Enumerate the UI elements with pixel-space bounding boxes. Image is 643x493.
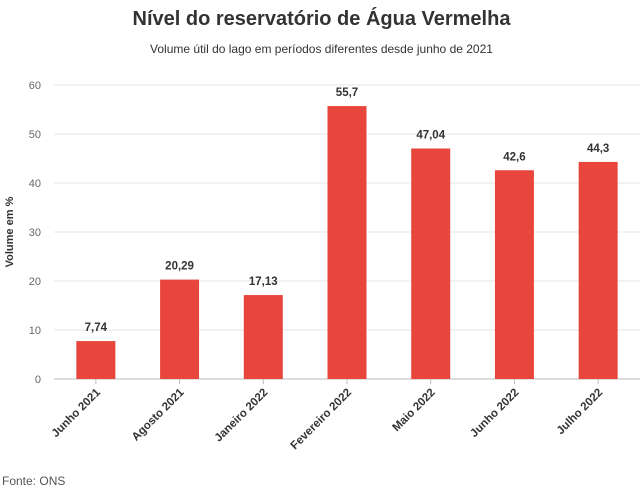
bar <box>160 279 200 379</box>
x-tick-label: Agosto 2021 <box>130 386 187 443</box>
x-tick-label: Julho 2022 <box>555 387 606 438</box>
data-label: 44,3 <box>587 143 609 155</box>
y-tick-label: 30 <box>29 227 41 239</box>
y-tick-label: 60 <box>29 80 41 92</box>
bar <box>76 341 116 379</box>
x-tick-label: Junho 2021 <box>50 386 104 440</box>
x-axis-ticks: Junho 2021 Agosto 2021 Janeiro 2022 Feverei… <box>50 379 606 452</box>
y-tick-label: 20 <box>29 276 41 288</box>
y-axis-ticks: 0 10 20 30 40 50 60 <box>29 80 41 386</box>
y-tick-label: 10 <box>29 325 41 337</box>
bar <box>411 148 451 379</box>
data-label: 47,04 <box>416 130 445 142</box>
bars <box>76 106 618 379</box>
source-note: Fonte: ONS <box>2 474 66 488</box>
bar <box>578 161 618 379</box>
data-label: 42,6 <box>503 151 525 163</box>
chart-title: Nível do reservatório de Água Vermelha <box>132 8 511 30</box>
x-tick-label: Junho 2022 <box>468 387 521 440</box>
bar <box>243 295 283 379</box>
x-tick-label: Janeiro 2022 <box>213 387 271 445</box>
bar <box>327 106 367 379</box>
data-labels: 7,74 20,29 17,13 55,7 47,04 42,6 44,3 <box>85 87 610 334</box>
y-tick-label: 50 <box>29 129 41 141</box>
x-tick-label: Maio 2022 <box>390 387 437 434</box>
y-tick-label: 40 <box>29 178 41 190</box>
bar <box>494 170 534 379</box>
y-axis-label: Volume em % <box>4 196 16 267</box>
data-label: 55,7 <box>336 87 358 99</box>
y-tick-label: 0 <box>35 374 41 386</box>
x-tick-label: Fevereiro 2022 <box>289 387 354 452</box>
data-label: 7,74 <box>85 322 108 334</box>
data-label: 17,13 <box>249 276 278 288</box>
chart-subtitle: Volume útil do lago em períodos diferent… <box>150 42 493 56</box>
data-label: 20,29 <box>165 261 194 273</box>
